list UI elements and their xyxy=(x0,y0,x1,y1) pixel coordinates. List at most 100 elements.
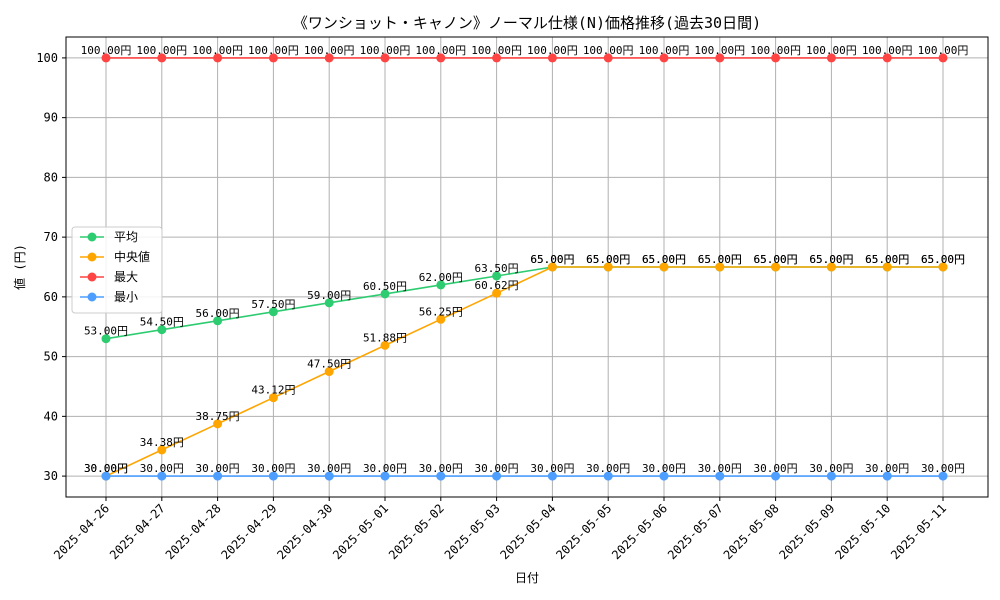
data-label: 100.00円 xyxy=(862,44,913,57)
data-point xyxy=(436,471,446,481)
x-axis-ticks: 2025-04-262025-04-272025-04-282025-04-29… xyxy=(51,497,949,562)
data-point xyxy=(268,471,278,481)
plot-frame xyxy=(65,36,989,498)
data-label: 30.00円 xyxy=(586,462,630,475)
data-label: 100.00円 xyxy=(639,44,690,57)
data-label: 38.75円 xyxy=(196,410,240,423)
data-label: 30.00円 xyxy=(865,462,909,475)
data-point xyxy=(157,445,167,455)
data-label: 57.50円 xyxy=(251,298,295,311)
data-point xyxy=(436,314,446,324)
legend-label: 平均 xyxy=(114,230,138,244)
data-label: 100.00円 xyxy=(415,44,466,57)
data-label: 100.00円 xyxy=(81,44,132,57)
data-label: 30.00円 xyxy=(698,462,742,475)
data-label: 60.62円 xyxy=(475,279,519,292)
data-point xyxy=(715,262,725,272)
data-label: 65.00円 xyxy=(754,253,798,266)
data-point xyxy=(826,262,836,272)
data-label: 65.00円 xyxy=(530,253,574,266)
x-tick-label: 2025-05-05 xyxy=(553,501,614,562)
data-label: 100.00円 xyxy=(248,44,299,57)
data-label: 100.00円 xyxy=(583,44,634,57)
data-point xyxy=(157,53,167,63)
data-label: 62.00円 xyxy=(419,271,463,284)
data-label: 54.50円 xyxy=(140,316,184,329)
series-line xyxy=(105,266,943,340)
data-label: 65.00円 xyxy=(586,253,630,266)
legend-label: 最大 xyxy=(114,270,138,284)
data-label: 30.00円 xyxy=(140,462,184,475)
data-point xyxy=(938,53,948,63)
data-label: 30.00円 xyxy=(251,462,295,475)
data-label: 65.00円 xyxy=(754,253,798,266)
data-label: 65.00円 xyxy=(642,253,686,266)
x-tick-label: 2025-04-27 xyxy=(107,501,168,562)
data-point xyxy=(101,471,111,481)
data-point xyxy=(492,288,502,298)
x-tick-label: 2025-04-29 xyxy=(219,501,280,562)
data-label: 47.50円 xyxy=(307,358,351,371)
data-point xyxy=(603,262,613,272)
data-label: 100.00円 xyxy=(304,44,355,57)
y-tick-label: 60 xyxy=(44,290,58,304)
series-line xyxy=(105,266,943,477)
legend-marker xyxy=(87,252,97,262)
y-tick-label: 80 xyxy=(44,170,58,184)
data-point xyxy=(882,262,892,272)
data-label: 30.00円 xyxy=(84,462,128,475)
data-label: 100.00円 xyxy=(918,44,969,57)
data-point xyxy=(380,471,390,481)
legend-marker xyxy=(87,232,97,242)
data-label: 65.00円 xyxy=(865,253,909,266)
data-label: 65.00円 xyxy=(530,253,574,266)
data-label: 30.00円 xyxy=(196,462,240,475)
data-point xyxy=(603,53,613,63)
data-point xyxy=(771,471,781,481)
data-point xyxy=(324,471,334,481)
data-label: 65.00円 xyxy=(809,253,853,266)
x-tick-label: 2025-05-04 xyxy=(498,501,559,562)
data-point xyxy=(938,262,948,272)
data-point xyxy=(826,53,836,63)
data-label: 100.00円 xyxy=(694,44,745,57)
legend-box xyxy=(71,226,163,314)
data-label: 30.00円 xyxy=(84,462,128,475)
data-label: 100.00円 xyxy=(806,44,857,57)
data-point xyxy=(268,53,278,63)
data-point xyxy=(659,262,669,272)
data-point xyxy=(547,471,557,481)
data-point xyxy=(938,471,948,481)
series-2: 100.00円 100.00円 100.00円 100.00円 100.00円 100.0… xyxy=(81,44,969,63)
x-tick-label: 2025-04-30 xyxy=(274,501,335,562)
x-tick-label: 2025-04-26 xyxy=(51,501,112,562)
series-layer: 53.00円 54.50円 56.00円 57.50円 59.00円 60.50円 62.0… xyxy=(81,44,969,481)
y-axis-label: 値 (円) xyxy=(12,244,27,290)
y-tick-label: 100 xyxy=(36,51,58,65)
data-label: 53.00円 xyxy=(84,325,128,338)
data-label: 30.00円 xyxy=(475,462,519,475)
legend-marker xyxy=(87,292,97,302)
data-point xyxy=(659,53,669,63)
data-label: 30.00円 xyxy=(363,462,407,475)
data-label: 65.00円 xyxy=(698,253,742,266)
data-point xyxy=(213,419,223,429)
legend-label: 中央値 xyxy=(114,249,150,264)
data-label: 60.50円 xyxy=(363,280,407,293)
data-point xyxy=(882,471,892,481)
x-tick-label: 2025-05-11 xyxy=(888,501,949,562)
x-tick-label: 2025-05-07 xyxy=(665,501,726,562)
data-point xyxy=(771,262,781,272)
data-label: 100.00円 xyxy=(527,44,578,57)
y-tick-label: 30 xyxy=(44,469,58,483)
data-label: 30.00円 xyxy=(809,462,853,475)
data-point xyxy=(547,262,557,272)
series-1: 30.00円 34.38円 38.75円 43.12円 47.50円 51.88円 56.2… xyxy=(84,253,965,481)
data-label: 65.00円 xyxy=(642,253,686,266)
data-point xyxy=(882,53,892,63)
series-0: 53.00円 54.50円 56.00円 57.50円 59.00円 60.50円 62.0… xyxy=(84,253,965,344)
data-point xyxy=(492,53,502,63)
data-label: 100.00円 xyxy=(750,44,801,57)
